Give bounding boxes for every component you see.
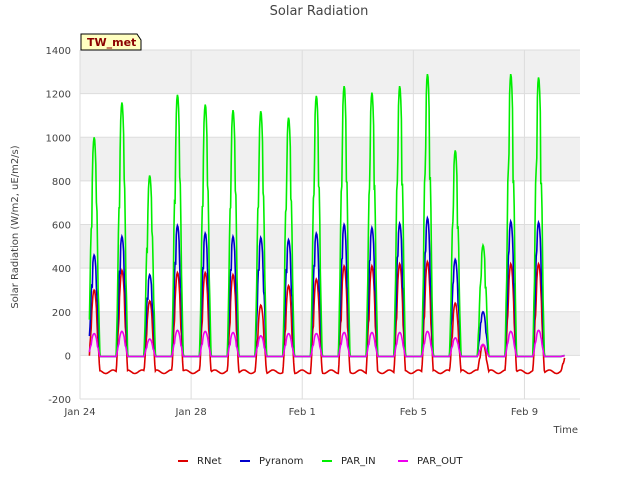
y-tick-label: 1200 <box>46 90 71 101</box>
x-tick-label: Jan 24 <box>63 407 95 418</box>
plot-band <box>80 137 580 181</box>
y-tick-label: 1000 <box>46 133 71 144</box>
legend-label: Pyranom <box>259 456 303 467</box>
x-tick-labels: Jan 24 Jan 28 Feb 1 Feb 5 Feb 9 <box>63 407 538 418</box>
y-tick-label: 200 <box>52 308 71 319</box>
x-axis-label: Time <box>553 425 578 436</box>
tw-met-tag: TW_met <box>80 33 142 51</box>
grid-lines <box>79 49 580 400</box>
plot-band <box>80 50 580 94</box>
series-layer <box>88 73 566 375</box>
x-tick-label: Jan 28 <box>174 407 206 418</box>
legend: RNet Pyranom PAR_IN PAR_OUT <box>178 456 463 467</box>
y-tick-labels: -200 0 200 400 600 800 1000 1200 1400 <box>46 46 71 406</box>
y-tick-label: 1400 <box>46 46 71 57</box>
legend-label: RNet <box>197 456 222 467</box>
x-tick-label: Feb 5 <box>400 407 427 418</box>
plot-band <box>80 311 580 356</box>
y-tick-label: 600 <box>52 221 71 232</box>
legend-label: PAR_OUT <box>417 456 463 467</box>
y-axis-label: Solar Radiation (W/m2, uE/m2/s) <box>10 145 21 308</box>
chart-title: Solar Radiation <box>270 4 369 19</box>
plot-band <box>80 224 580 269</box>
x-tick-label: Feb 1 <box>289 407 316 418</box>
legend-label: PAR_IN <box>341 456 376 467</box>
tag-label: TW_met <box>87 36 136 49</box>
y-tick-label: 0 <box>65 351 71 362</box>
series-line-rnet <box>88 259 566 375</box>
series-line-par-out <box>88 329 565 358</box>
tag-box <box>80 33 142 51</box>
x-tick-label: Feb 9 <box>511 407 538 418</box>
y-tick-label: 800 <box>52 177 71 188</box>
y-tick-label: 400 <box>52 264 71 275</box>
y-tick-label: -200 <box>48 395 71 406</box>
